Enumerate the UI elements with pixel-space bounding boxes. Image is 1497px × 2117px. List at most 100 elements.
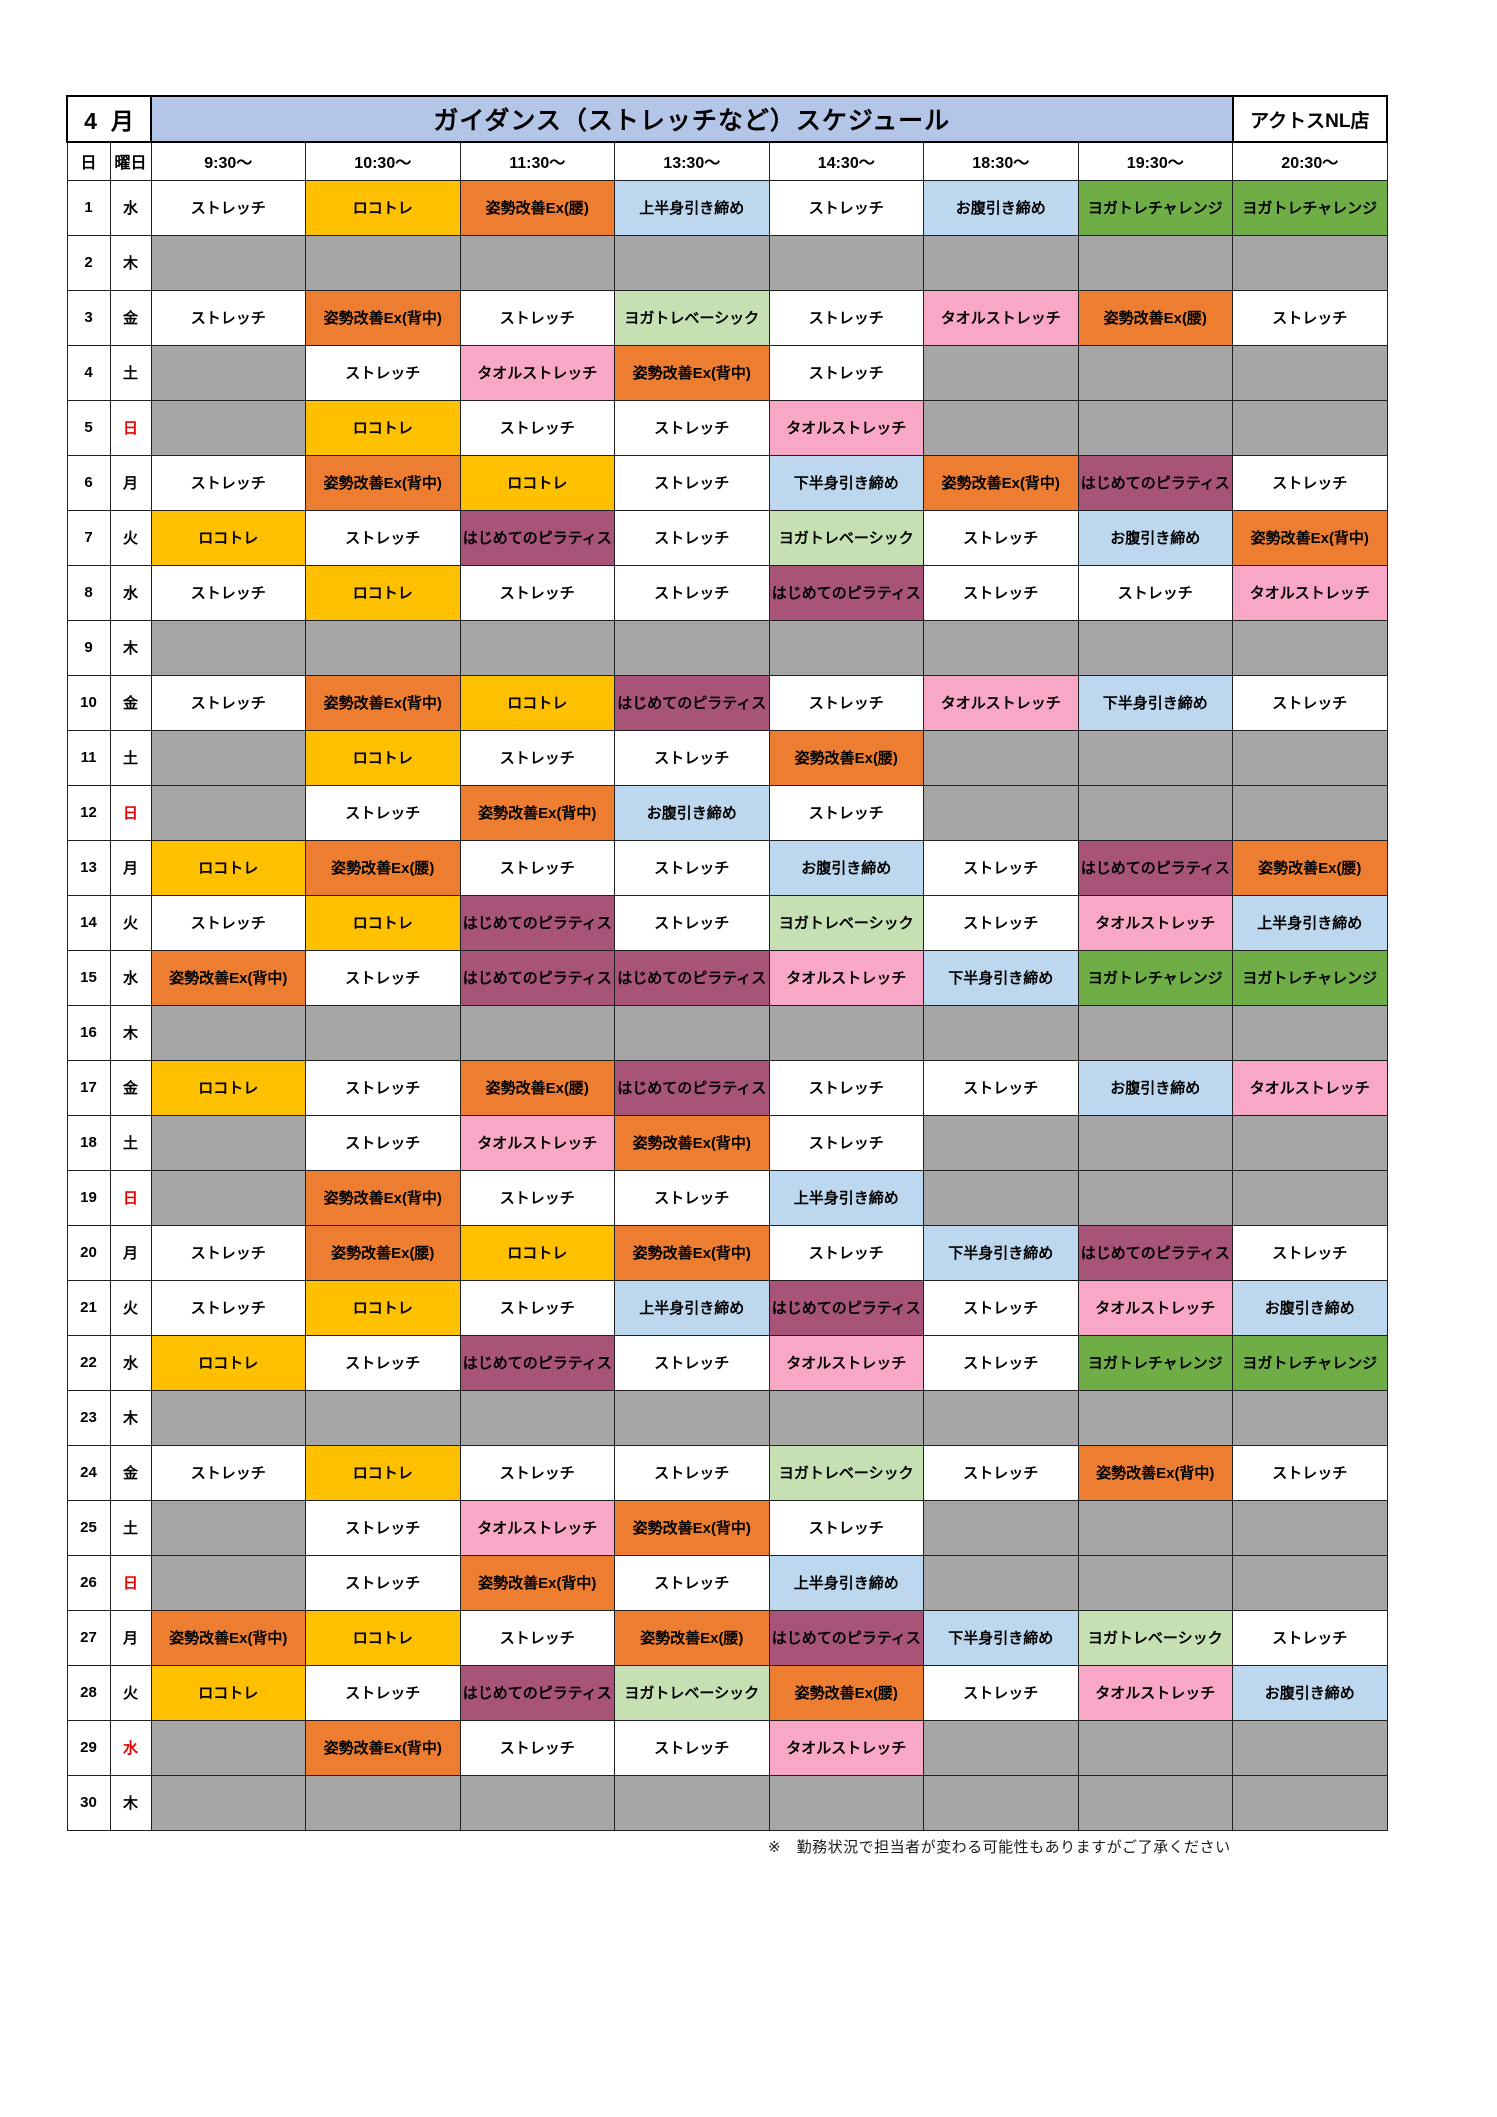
- empty-cell: [923, 1774, 1079, 1831]
- class-cell-posture_hip: 姿勢改善Ex(腰): [1077, 289, 1234, 346]
- weekday-label: 火: [109, 1664, 152, 1721]
- empty-cell: [1077, 1774, 1234, 1831]
- class-cell-pilates: はじめてのピラティス: [768, 1609, 925, 1666]
- class-cell-stretch: ストレッチ: [150, 1444, 307, 1501]
- weekday-label: 火: [109, 894, 152, 951]
- class-cell-stretch: ストレッチ: [305, 344, 461, 401]
- day-number: 29: [66, 1719, 111, 1776]
- class-cell-stretch: ストレッチ: [1232, 1609, 1388, 1666]
- class-cell-loco: ロコトレ: [305, 1444, 461, 1501]
- class-cell-posture_hip: 姿勢改善Ex(腰): [614, 1609, 770, 1666]
- class-cell-yoga_challenge: ヨガトレチャレンジ: [1232, 949, 1388, 1006]
- class-cell-posture_back: 姿勢改善Ex(背中): [305, 454, 461, 511]
- class-cell-stretch: ストレッチ: [614, 1719, 770, 1776]
- day-number: 30: [66, 1774, 111, 1831]
- day-number: 14: [66, 894, 111, 951]
- class-cell-pilates: はじめてのピラティス: [459, 894, 616, 951]
- class-cell-stretch: ストレッチ: [305, 949, 461, 1006]
- empty-cell: [1232, 1554, 1388, 1611]
- schedule-row-5: 5 日ロコトレ ストレッチ ストレッチ タオルストレッチ: [66, 399, 1388, 456]
- class-cell-pilates: はじめてのピラティス: [768, 564, 925, 621]
- weekday-label: 日: [109, 1554, 152, 1611]
- schedule-row-15: 15 水姿勢改善Ex(背中) ストレッチ はじめてのピラティス はじめてのピラティス タオ…: [66, 949, 1388, 1006]
- weekday-label: 土: [109, 344, 152, 401]
- class-cell-posture_back: 姿勢改善Ex(背中): [923, 454, 1079, 511]
- empty-cell: [1232, 729, 1388, 786]
- day-number: 17: [66, 1059, 111, 1116]
- class-cell-stretch: ストレッチ: [614, 729, 770, 786]
- class-cell-loco: ロコトレ: [150, 1664, 307, 1721]
- class-cell-loco: ロコトレ: [305, 1279, 461, 1336]
- class-cell-loco: ロコトレ: [150, 509, 307, 566]
- store-name: アクトスNL店: [1231, 95, 1389, 143]
- class-cell-towel: タオルストレッチ: [459, 344, 616, 401]
- class-cell-stretch: ストレッチ: [150, 289, 307, 346]
- class-cell-towel: タオルストレッチ: [1232, 1059, 1388, 1116]
- class-cell-pilates: はじめてのピラティス: [614, 949, 770, 1006]
- day-number: 20: [66, 1224, 111, 1281]
- day-number: 11: [66, 729, 111, 786]
- empty-cell: [305, 1774, 461, 1831]
- class-cell-belly: お腹引き締め: [1077, 1059, 1234, 1116]
- empty-cell: [923, 784, 1079, 841]
- day-number: 19: [66, 1169, 111, 1226]
- schedule-row-16: 16 木: [66, 1004, 1388, 1061]
- schedule-row-30: 30 木: [66, 1774, 1388, 1831]
- class-cell-pilates: はじめてのピラティス: [768, 1279, 925, 1336]
- class-cell-lower: 下半身引き締め: [1077, 674, 1234, 731]
- empty-cell: [150, 1554, 307, 1611]
- class-cell-posture_hip: 姿勢改善Ex(腰): [1232, 839, 1388, 896]
- class-cell-stretch: ストレッチ: [923, 1334, 1079, 1391]
- day-number: 2: [66, 234, 111, 291]
- class-cell-pilates: はじめてのピラティス: [459, 1334, 616, 1391]
- column-header-time-5: 18:30～: [923, 141, 1079, 181]
- class-cell-stretch: ストレッチ: [923, 509, 1079, 566]
- schedule-row-20: 20 月ストレッチ 姿勢改善Ex(腰) ロコトレ 姿勢改善Ex(背中) ストレッチ 下半身引…: [66, 1224, 1388, 1281]
- class-cell-loco: ロコトレ: [305, 1609, 461, 1666]
- class-cell-stretch: ストレッチ: [1077, 564, 1234, 621]
- day-number: 3: [66, 289, 111, 346]
- class-cell-belly: お腹引き締め: [614, 784, 770, 841]
- empty-cell: [923, 1004, 1079, 1061]
- empty-cell: [150, 619, 307, 676]
- weekday-label: 土: [109, 1499, 152, 1556]
- class-cell-stretch: ストレッチ: [305, 1114, 461, 1171]
- column-header-time-6: 19:30～: [1077, 141, 1234, 181]
- schedule-row-23: 23 木: [66, 1389, 1388, 1446]
- class-cell-posture_back: 姿勢改善Ex(背中): [459, 784, 616, 841]
- class-cell-stretch: ストレッチ: [305, 509, 461, 566]
- class-cell-stretch: ストレッチ: [614, 399, 770, 456]
- class-cell-stretch: ストレッチ: [614, 1554, 770, 1611]
- class-cell-stretch: ストレッチ: [305, 1499, 461, 1556]
- class-cell-posture_back: 姿勢改善Ex(背中): [305, 674, 461, 731]
- empty-cell: [614, 1389, 770, 1446]
- empty-cell: [150, 1389, 307, 1446]
- class-cell-stretch: ストレッチ: [768, 1499, 925, 1556]
- empty-cell: [923, 729, 1079, 786]
- empty-cell: [459, 619, 616, 676]
- empty-cell: [1232, 1004, 1388, 1061]
- class-cell-stretch: ストレッチ: [150, 564, 307, 621]
- day-number: 12: [66, 784, 111, 841]
- class-cell-stretch: ストレッチ: [614, 894, 770, 951]
- class-cell-stretch: ストレッチ: [923, 1444, 1079, 1501]
- day-number: 18: [66, 1114, 111, 1171]
- empty-cell: [150, 399, 307, 456]
- empty-cell: [150, 729, 307, 786]
- class-cell-yoga_basic: ヨガトレベーシック: [614, 289, 770, 346]
- class-cell-towel: タオルストレッチ: [1077, 1664, 1234, 1721]
- class-cell-lower: 下半身引き締め: [923, 949, 1079, 1006]
- class-cell-stretch: ストレッチ: [305, 1059, 461, 1116]
- class-cell-towel: タオルストレッチ: [1232, 564, 1388, 621]
- schedule-row-3: 3 金ストレッチ 姿勢改善Ex(背中) ストレッチ ヨガトレベーシック ストレッチ タオルス…: [66, 289, 1388, 346]
- class-cell-stretch: ストレッチ: [459, 1609, 616, 1666]
- empty-cell: [1077, 784, 1234, 841]
- class-cell-loco: ロコトレ: [459, 454, 616, 511]
- column-header-row: 日 曜日 9:30～ 10:30～ 11:30～ 13:30～ 14:30～ 18:30～…: [66, 141, 1388, 181]
- class-cell-stretch: ストレッチ: [150, 674, 307, 731]
- empty-cell: [768, 1774, 925, 1831]
- empty-cell: [305, 234, 461, 291]
- empty-cell: [1232, 619, 1388, 676]
- class-cell-belly: お腹引き締め: [1232, 1279, 1388, 1336]
- class-cell-stretch: ストレッチ: [923, 839, 1079, 896]
